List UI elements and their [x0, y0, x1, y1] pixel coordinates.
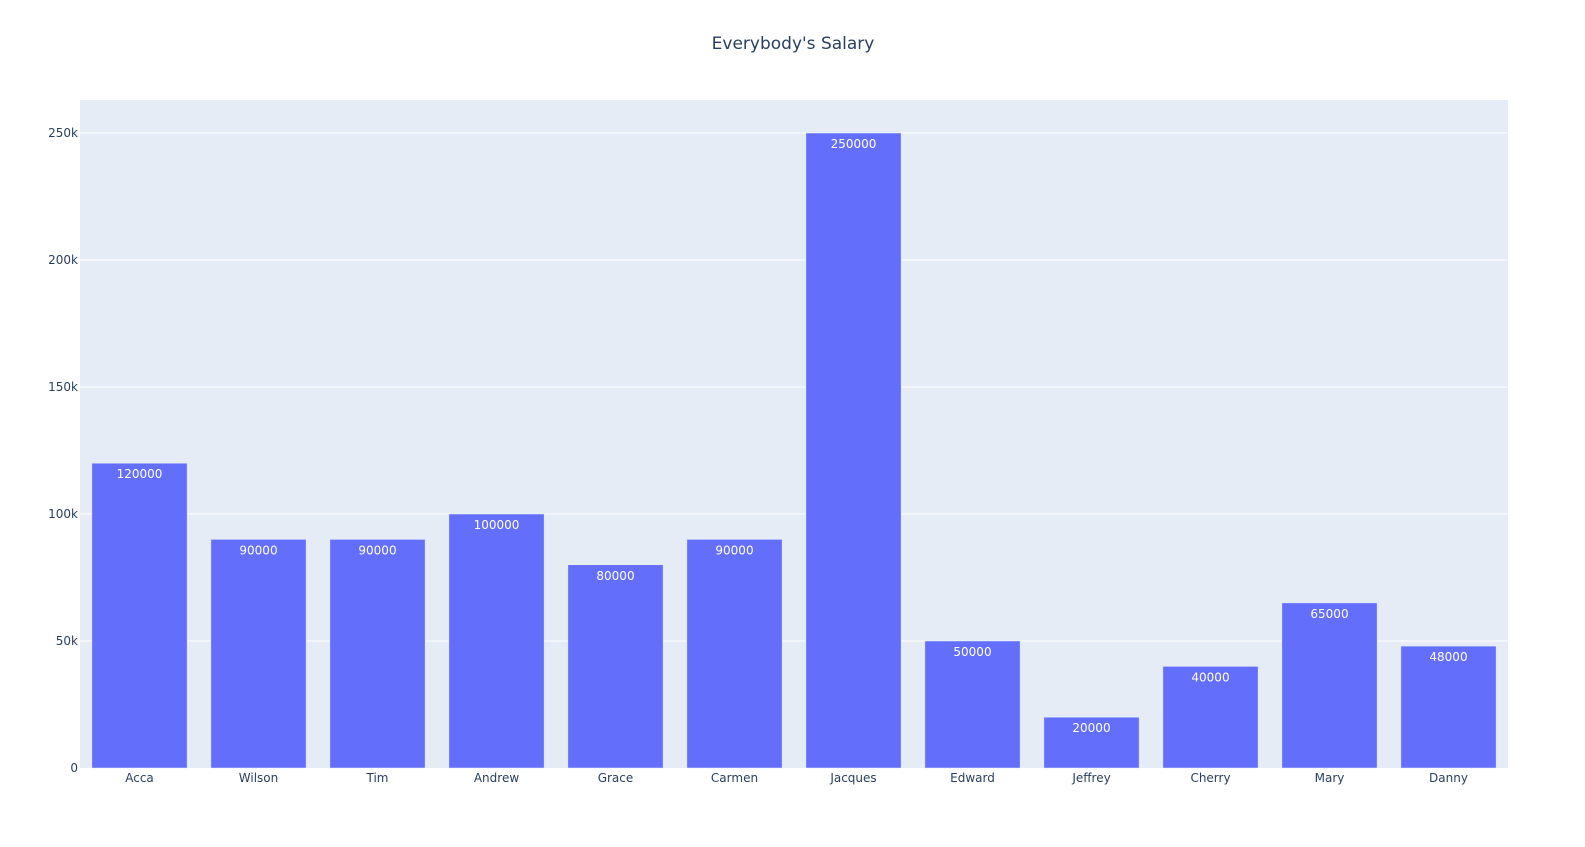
bar-value-label: 40000	[1191, 670, 1229, 684]
y-tick-label: 0	[70, 761, 78, 775]
data-labels: 120000 90000 90000 100000 80000 90000 250000 50…	[117, 137, 1468, 735]
bar-tim[interactable]	[329, 539, 426, 769]
gridlines	[80, 132, 1508, 642]
bar-value-label: 90000	[715, 543, 753, 557]
y-tick-label: 150k	[48, 380, 78, 394]
bar-mary[interactable]	[1281, 602, 1378, 769]
bar-value-label: 20000	[1072, 721, 1110, 735]
x-tick-label: Jacques	[829, 771, 876, 785]
x-tick-label: Wilson	[239, 771, 278, 785]
x-tick-label: Andrew	[474, 771, 519, 785]
bar-andrew[interactable]	[448, 513, 545, 769]
x-tick-label: Carmen	[711, 771, 758, 785]
bar-wilson[interactable]	[210, 539, 307, 769]
bar-carmen[interactable]	[686, 539, 783, 769]
y-tick-label: 100k	[48, 507, 78, 521]
bar-danny[interactable]	[1400, 645, 1497, 769]
x-tick-label: Jeffrey	[1071, 771, 1110, 785]
bar-value-label: 250000	[831, 137, 877, 151]
bar-value-label: 80000	[596, 569, 634, 583]
chart-title: Everybody's Salary	[712, 34, 875, 54]
x-tick-label: Grace	[598, 771, 634, 785]
bar-value-label: 50000	[953, 645, 991, 659]
bar-acca[interactable]	[91, 462, 188, 769]
bar-edward[interactable]	[924, 640, 1021, 769]
x-tick-label: Tim	[366, 771, 389, 785]
x-tick-label: Edward	[950, 771, 995, 785]
bar-jeffrey[interactable]	[1043, 716, 1140, 769]
x-tick-label: Danny	[1429, 771, 1468, 785]
plot-area	[80, 100, 1508, 768]
bar-cherry[interactable]	[1162, 666, 1259, 769]
bars	[91, 132, 1497, 769]
bar-value-label: 90000	[239, 543, 277, 557]
bar-value-label: 90000	[358, 543, 396, 557]
bar-value-label: 100000	[474, 518, 520, 532]
bar-value-label: 120000	[117, 467, 163, 481]
y-tick-label: 50k	[56, 634, 78, 648]
x-tick-label: Cherry	[1190, 771, 1230, 785]
y-tick-label: 250k	[48, 126, 78, 140]
x-tick-label: Mary	[1315, 771, 1345, 785]
x-tick-label: Acca	[125, 771, 154, 785]
bar-value-label: 48000	[1429, 650, 1467, 664]
y-tick-label: 200k	[48, 253, 78, 267]
x-axis-ticks: Acca Wilson Tim Andrew Grace Carmen Jacques Edw…	[125, 771, 1468, 785]
bar-grace[interactable]	[567, 564, 664, 769]
y-axis-ticks: 0 50k 100k 150k 200k 250k	[48, 126, 78, 775]
bar-value-label: 65000	[1310, 607, 1348, 621]
bar-jacques[interactable]	[805, 132, 902, 769]
